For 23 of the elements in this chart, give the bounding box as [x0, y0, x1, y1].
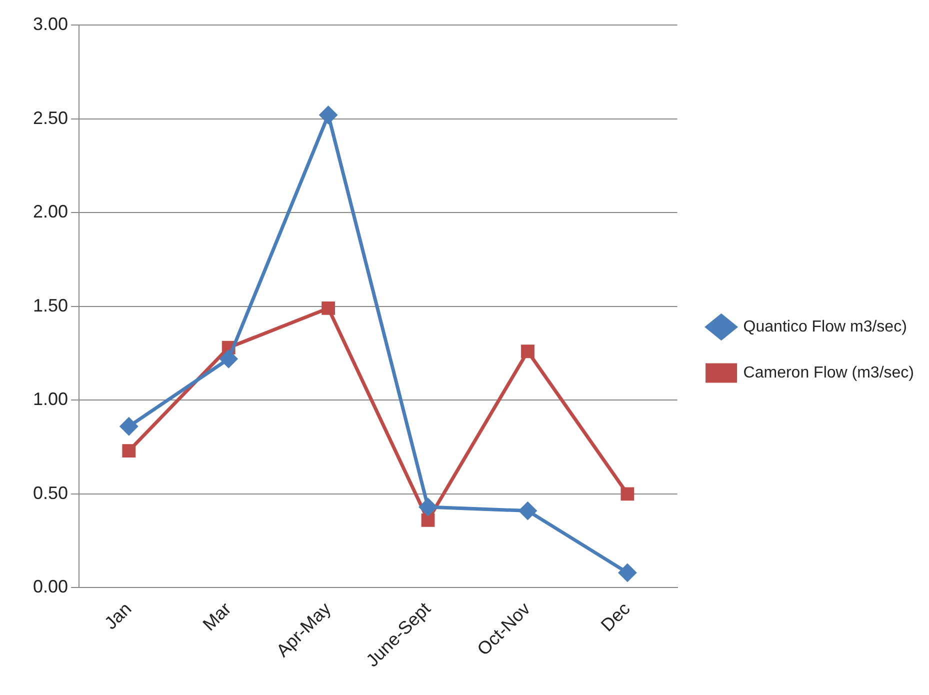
point	[421, 513, 435, 527]
point	[620, 487, 634, 501]
y-tick-label: 1.50	[32, 295, 68, 316]
point	[618, 564, 636, 582]
x-tick-label: Jan	[100, 598, 136, 634]
point	[220, 350, 238, 368]
y-tick-label: 2.50	[32, 108, 68, 128]
y-tick-label: 0.50	[32, 482, 68, 503]
y-tick-label: 3.00	[32, 14, 68, 34]
point	[518, 502, 536, 520]
point	[320, 106, 338, 124]
point	[322, 302, 336, 315]
y-tick-label: 2.00	[32, 202, 68, 222]
point	[419, 498, 437, 516]
point	[120, 418, 138, 436]
y-tick-label: 0.00	[32, 576, 68, 597]
x-tick-label: Mar	[198, 598, 235, 635]
y-tick-label: 1.00	[32, 389, 68, 410]
x-tick-label: Dec	[597, 598, 634, 636]
legend-label: Cameron Flow (m3/sec)	[743, 364, 914, 382]
point	[122, 444, 136, 458]
point	[521, 344, 534, 358]
legend-label: Quantico Flow m3/sec)	[743, 318, 907, 336]
